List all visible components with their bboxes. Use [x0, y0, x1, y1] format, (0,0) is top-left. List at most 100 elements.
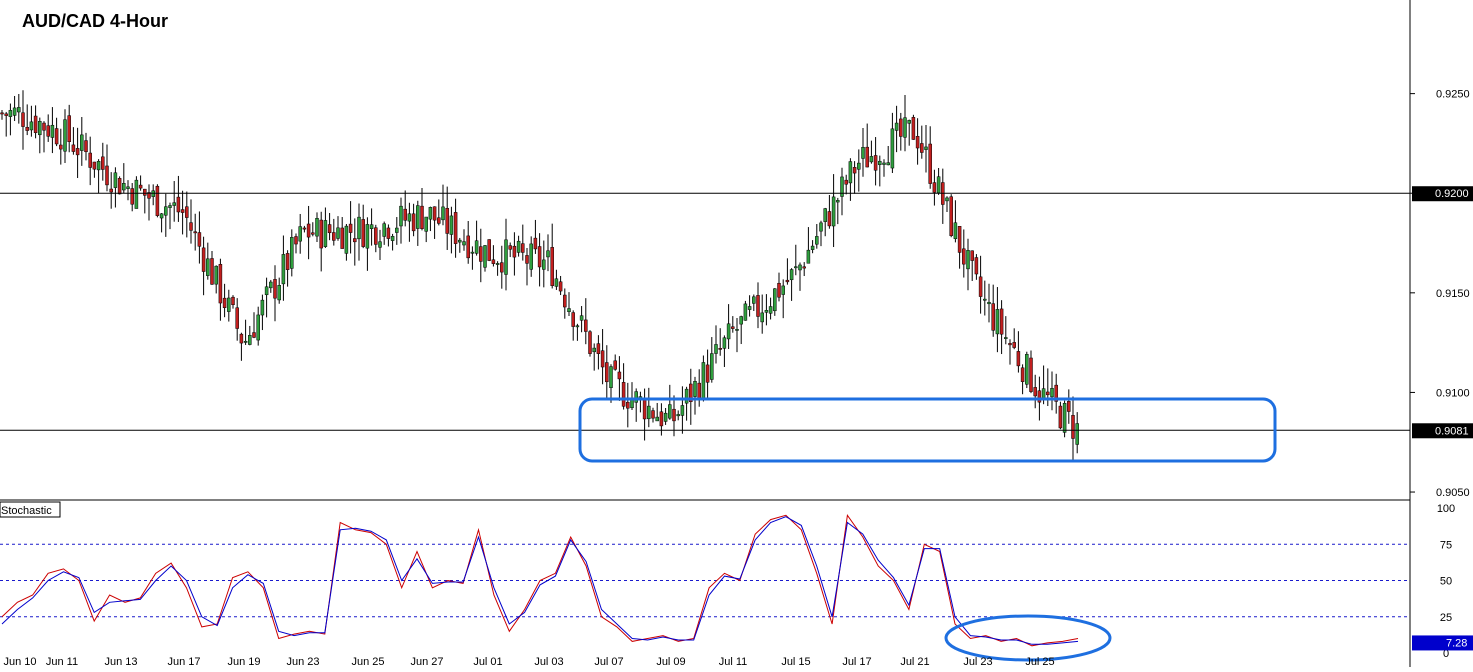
candle-body — [911, 117, 916, 140]
candle-body — [718, 348, 722, 350]
x-tick-label: Jun 27 — [410, 656, 443, 667]
candle-body — [907, 120, 911, 124]
candle-body — [537, 246, 542, 268]
candle-body — [479, 246, 483, 262]
candle-body — [1046, 391, 1050, 396]
candle-body — [785, 279, 790, 283]
candle-body — [147, 192, 151, 199]
candle-body — [815, 236, 819, 245]
candle-body — [315, 218, 319, 237]
candle-body — [722, 337, 727, 349]
candle-body — [924, 146, 928, 150]
candle-body — [92, 161, 97, 170]
candle-body — [1029, 357, 1033, 392]
candle-body — [88, 152, 92, 168]
candle-body — [336, 227, 340, 239]
stochastic-value-tag — [1412, 635, 1473, 651]
candle-body — [323, 220, 328, 247]
candle-body — [134, 179, 139, 209]
candle-body — [416, 205, 420, 229]
candle-body — [882, 162, 886, 165]
x-tick-label: Jul 11 — [719, 656, 748, 667]
candle-body — [411, 213, 416, 232]
x-tick-label: Jun 10 — [3, 656, 36, 667]
candle-body — [201, 247, 206, 272]
candle-body — [500, 262, 504, 273]
candle-body — [1020, 367, 1025, 382]
candle-body — [235, 307, 239, 329]
candle-body — [550, 247, 554, 286]
price-level-tag — [1412, 423, 1473, 439]
candle-body — [491, 259, 496, 264]
candle-body — [38, 120, 42, 136]
candle-body — [663, 412, 668, 422]
price-tick-label: 0.9100 — [1436, 387, 1470, 399]
candle-body — [794, 266, 798, 269]
candle-body — [873, 155, 878, 171]
candle-body — [651, 410, 655, 419]
candle-body — [852, 167, 857, 174]
x-tick-label: Jul 17 — [842, 656, 871, 667]
candle-body — [1012, 342, 1016, 348]
candle-body — [571, 312, 575, 327]
candle-body — [680, 405, 685, 416]
candle-body — [407, 213, 412, 222]
candle-body — [953, 222, 958, 240]
candle-body — [239, 333, 244, 344]
candle-body — [1041, 388, 1046, 399]
candle-body — [46, 125, 50, 137]
candle-body — [311, 232, 315, 235]
candle-body — [542, 259, 546, 270]
candle-body — [584, 319, 588, 332]
price-tick-label: 0.9250 — [1436, 89, 1470, 101]
price-axis: 0.92500.92000.91500.91000.90500.92000.90… — [1410, 89, 1473, 499]
x-tick-label: Jul 21 — [900, 656, 929, 667]
x-tick-label: Jul 15 — [781, 656, 810, 667]
candle-body — [563, 294, 567, 308]
candle-body — [533, 237, 538, 250]
candle-body — [327, 224, 332, 234]
stochastic-tick-label: 50 — [1440, 576, 1452, 588]
candle-body — [857, 162, 861, 170]
candle-body — [588, 331, 592, 354]
stochastic-tick-label: 100 — [1437, 503, 1455, 515]
candle-body — [983, 298, 987, 301]
candle-body — [50, 124, 55, 138]
candle-body — [777, 282, 781, 298]
candle-body — [819, 222, 823, 232]
candle-body — [59, 144, 63, 150]
candle-body — [332, 232, 336, 241]
candle-body — [802, 266, 806, 269]
candle-body — [957, 226, 962, 253]
candle-body — [932, 182, 937, 193]
candle-body — [697, 382, 701, 399]
candle-body — [269, 281, 273, 289]
candle-body — [634, 391, 638, 403]
candle-body — [525, 255, 529, 264]
candle-body — [848, 161, 853, 184]
candle-body — [298, 226, 302, 242]
candle-body — [214, 265, 218, 285]
stochastic-tick-label: 75 — [1440, 539, 1452, 551]
candle-body — [605, 362, 609, 383]
candle-body — [256, 314, 260, 341]
candle-body — [180, 209, 185, 213]
stochastic-lines — [1, 513, 1079, 647]
candle-body — [42, 122, 46, 131]
candle-body — [844, 179, 848, 185]
x-tick-label: Jun 23 — [286, 656, 319, 667]
candle-body — [319, 219, 323, 249]
candle-body — [474, 240, 479, 254]
candle-body — [936, 176, 941, 194]
candles-group — [0, 90, 1410, 461]
candle-body — [458, 239, 462, 243]
stochastic-tick-label: 25 — [1440, 612, 1452, 624]
candle-body — [676, 414, 680, 417]
candle-body — [764, 310, 769, 313]
candle-body — [63, 119, 67, 152]
candle-body — [29, 121, 34, 131]
candle-body — [361, 219, 365, 247]
candle-body — [17, 107, 21, 113]
candle-body — [684, 388, 689, 404]
